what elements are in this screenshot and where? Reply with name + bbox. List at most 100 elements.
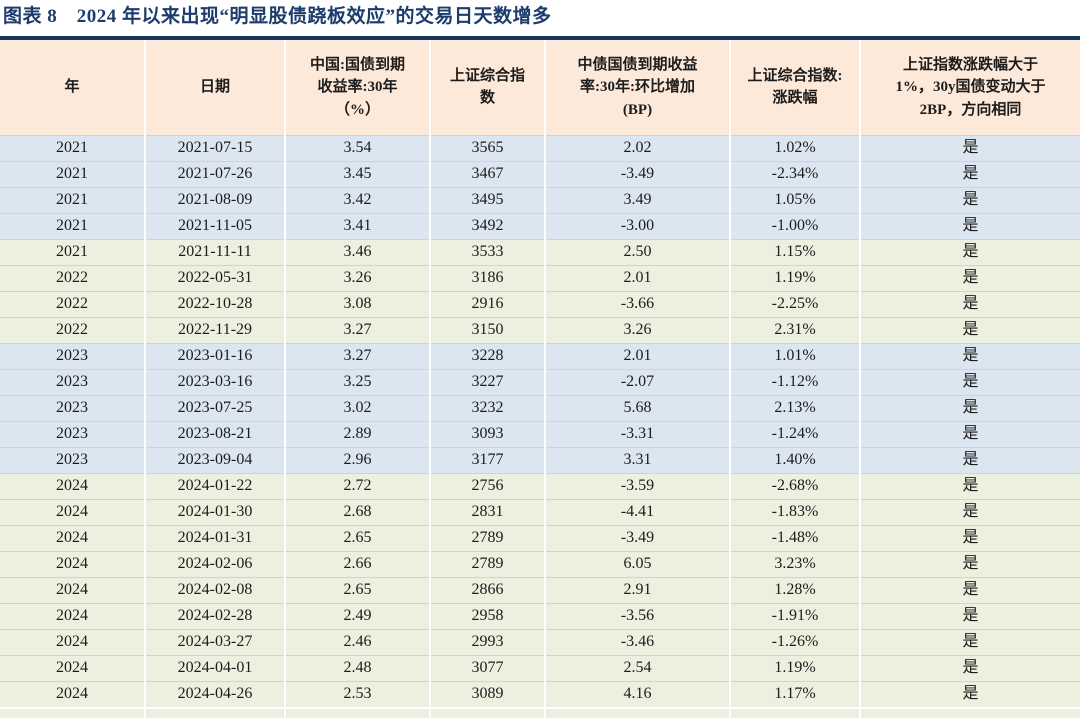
table-cell: 是 (860, 603, 1080, 630)
table-cell: 3.49 (545, 187, 731, 214)
table-cell: 1.01% (730, 343, 861, 370)
table-cell: -1.00% (730, 213, 861, 240)
table-row: 2024 2024-02-28 2.49 2958 -3.56 -1.91% 是 (0, 603, 1080, 630)
table-cell: 2.48 (285, 655, 431, 682)
col-header-yield-change-bp: 中债国债到期收益 率:30年:环比增加 (BP) (545, 39, 731, 136)
data-table: 年 日期 中国:国债到期 收益率:30年 （%） 上证综合指 数 中债国债到期收… (0, 39, 1080, 718)
table-cell: 2022 (0, 291, 146, 318)
table-cell: 2.02 (545, 135, 731, 162)
table-cell: 2023 (0, 395, 146, 422)
table-cell: -3.31 (545, 421, 731, 448)
table-cell: 是 (860, 681, 1080, 709)
table-cell: 2831 (430, 499, 546, 526)
table-cell: 2024-01-30 (145, 499, 286, 526)
table-cell: 是 (860, 369, 1080, 396)
partial-row (0, 706, 1080, 718)
table-cell: 2023-07-25 (145, 395, 286, 422)
table-cell: 2916 (430, 291, 546, 318)
table-cell: 是 (860, 499, 1080, 526)
table-row: 2021 2021-08-09 3.42 3495 3.49 1.05% 是 (0, 187, 1080, 214)
partial-cell (730, 706, 861, 718)
table-cell: 2024 (0, 577, 146, 604)
table-cell: 2024 (0, 681, 146, 709)
table-cell: 2024-03-27 (145, 629, 286, 656)
table-cell: 2993 (430, 629, 546, 656)
table-cell: 2789 (430, 525, 546, 552)
table-row: 2024 2024-01-31 2.65 2789 -3.49 -1.48% 是 (0, 525, 1080, 552)
table-cell: 2023-03-16 (145, 369, 286, 396)
col-header-condition: 上证指数涨跌幅大于 1%，30y国债变动大于 2BP，方向相同 (860, 39, 1080, 136)
table-cell: -1.24% (730, 421, 861, 448)
table-header: 年 日期 中国:国债到期 收益率:30年 （%） 上证综合指 数 中债国债到期收… (0, 39, 1080, 136)
table-cell: 3.31 (545, 447, 731, 474)
table-body: 2021 2021-07-15 3.54 3565 2.02 1.02% 是 2021 2021… (0, 135, 1080, 709)
table-cell: 2023 (0, 369, 146, 396)
table-cell: 2.72 (285, 473, 431, 500)
table-cell: 2024-04-01 (145, 655, 286, 682)
col-header-sse-change-pct: 上证综合指数: 涨跌幅 (730, 39, 861, 136)
table-cell: 2024 (0, 499, 146, 526)
table-cell: 2789 (430, 551, 546, 578)
table-cell: 2023-01-16 (145, 343, 286, 370)
table-cell: 2.65 (285, 577, 431, 604)
table-cell: 1.28% (730, 577, 861, 604)
table-cell: 3093 (430, 421, 546, 448)
table-cell: 2.68 (285, 499, 431, 526)
table-row: 2022 2022-05-31 3.26 3186 2.01 1.19% 是 (0, 265, 1080, 292)
table-cell: 是 (860, 187, 1080, 214)
col-header-sse-index: 上证综合指 数 (430, 39, 546, 136)
table-cell: 2756 (430, 473, 546, 500)
table-cell: 2.65 (285, 525, 431, 552)
col-header-year: 年 (0, 39, 146, 136)
table-cell: 2024-02-06 (145, 551, 286, 578)
table-cell: -3.66 (545, 291, 731, 318)
table-cell: 3.42 (285, 187, 431, 214)
table-cell: 2024-01-31 (145, 525, 286, 552)
table-cell: -2.07 (545, 369, 731, 396)
table-row: 2023 2023-09-04 2.96 3177 3.31 1.40% 是 (0, 447, 1080, 474)
table-cell: 是 (860, 577, 1080, 604)
table-cell: -2.68% (730, 473, 861, 500)
table-row: 2024 2024-03-27 2.46 2993 -3.46 -1.26% 是 (0, 629, 1080, 656)
table-cell: 2023 (0, 343, 146, 370)
table-cell: 3.46 (285, 239, 431, 266)
partial-cell (145, 706, 286, 718)
table-cell: -3.00 (545, 213, 731, 240)
table-cell: 2021 (0, 135, 146, 162)
table-footer (0, 706, 1080, 718)
table-cell: 3.02 (285, 395, 431, 422)
table-cell: 1.40% (730, 447, 861, 474)
table-cell: 2.31% (730, 317, 861, 344)
table-cell: 2.01 (545, 343, 731, 370)
table-cell: 3228 (430, 343, 546, 370)
table-cell: 2958 (430, 603, 546, 630)
table-cell: 是 (860, 317, 1080, 344)
table-cell: 2.50 (545, 239, 731, 266)
table-cell: 3.41 (285, 213, 431, 240)
table-row: 2023 2023-01-16 3.27 3228 2.01 1.01% 是 (0, 343, 1080, 370)
table-cell: 2022 (0, 317, 146, 344)
table-cell: 2024 (0, 473, 146, 500)
table-cell: 2.53 (285, 681, 431, 709)
table-cell: 2024-01-22 (145, 473, 286, 500)
table-cell: 是 (860, 291, 1080, 318)
table-cell: 是 (860, 629, 1080, 656)
table-cell: 2.13% (730, 395, 861, 422)
table-cell: 2023-08-21 (145, 421, 286, 448)
table-cell: 2024 (0, 551, 146, 578)
table-cell: 3.45 (285, 161, 431, 188)
table-cell: 2.46 (285, 629, 431, 656)
table-row: 2021 2021-07-26 3.45 3467 -3.49 -2.34% 是 (0, 161, 1080, 188)
table-cell: 3.25 (285, 369, 431, 396)
table-cell: 是 (860, 551, 1080, 578)
table-cell: -1.48% (730, 525, 861, 552)
table-cell: 是 (860, 213, 1080, 240)
table-cell: 2021-07-26 (145, 161, 286, 188)
table-row: 2023 2023-07-25 3.02 3232 5.68 2.13% 是 (0, 395, 1080, 422)
table-cell: 2022-11-29 (145, 317, 286, 344)
table-cell: 3.27 (285, 317, 431, 344)
table-cell: -1.83% (730, 499, 861, 526)
table-row: 2022 2022-10-28 3.08 2916 -3.66 -2.25% 是 (0, 291, 1080, 318)
table-cell: 2024-04-26 (145, 681, 286, 709)
table-cell: -4.41 (545, 499, 731, 526)
